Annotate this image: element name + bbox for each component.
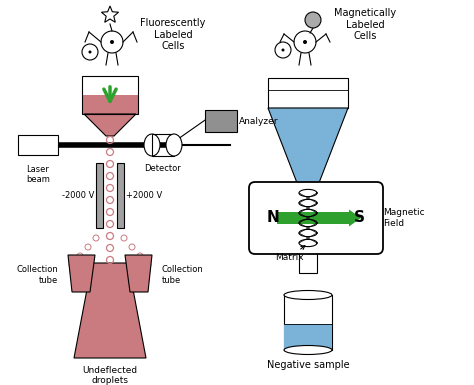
Bar xyxy=(82,95,138,114)
Circle shape xyxy=(282,49,284,52)
Bar xyxy=(284,295,332,350)
Polygon shape xyxy=(125,255,152,292)
FancyArrow shape xyxy=(277,209,361,226)
Text: Undeflected
droplets: Undeflected droplets xyxy=(82,366,137,385)
Bar xyxy=(117,163,124,228)
Polygon shape xyxy=(74,263,146,358)
Polygon shape xyxy=(84,114,136,136)
Bar xyxy=(96,163,103,228)
Circle shape xyxy=(305,12,321,28)
Text: -2000 V: -2000 V xyxy=(62,191,94,200)
Text: S: S xyxy=(354,211,365,226)
Bar xyxy=(205,110,237,132)
Bar xyxy=(152,134,174,156)
Text: Analyzer: Analyzer xyxy=(239,117,279,126)
FancyBboxPatch shape xyxy=(249,182,383,254)
Ellipse shape xyxy=(166,134,182,156)
Ellipse shape xyxy=(144,134,160,156)
Bar xyxy=(82,76,138,114)
Polygon shape xyxy=(268,108,348,188)
Circle shape xyxy=(89,50,91,54)
Polygon shape xyxy=(68,255,95,292)
Text: Fluorescently
Labeled
Cells: Fluorescently Labeled Cells xyxy=(140,18,206,51)
Bar xyxy=(82,76,138,95)
Text: Negative sample: Negative sample xyxy=(267,360,349,370)
Text: Magnetic
Field: Magnetic Field xyxy=(383,208,425,228)
Text: +2000 V: +2000 V xyxy=(126,191,162,200)
Bar xyxy=(268,78,348,108)
Ellipse shape xyxy=(284,291,332,300)
Circle shape xyxy=(110,40,114,44)
Text: Detector: Detector xyxy=(145,164,182,173)
Circle shape xyxy=(303,40,307,44)
Text: N: N xyxy=(267,211,280,226)
Text: Collection
tube: Collection tube xyxy=(16,265,58,285)
Text: Magnetically
Labeled
Cells: Magnetically Labeled Cells xyxy=(334,8,396,41)
Text: Matrix: Matrix xyxy=(275,246,305,263)
Text: Laser
beam: Laser beam xyxy=(26,165,50,184)
Bar xyxy=(152,134,174,156)
Bar xyxy=(299,188,317,273)
Text: Collection
tube: Collection tube xyxy=(162,265,204,285)
Bar xyxy=(18,135,58,155)
Ellipse shape xyxy=(284,345,332,355)
Bar xyxy=(284,324,332,350)
